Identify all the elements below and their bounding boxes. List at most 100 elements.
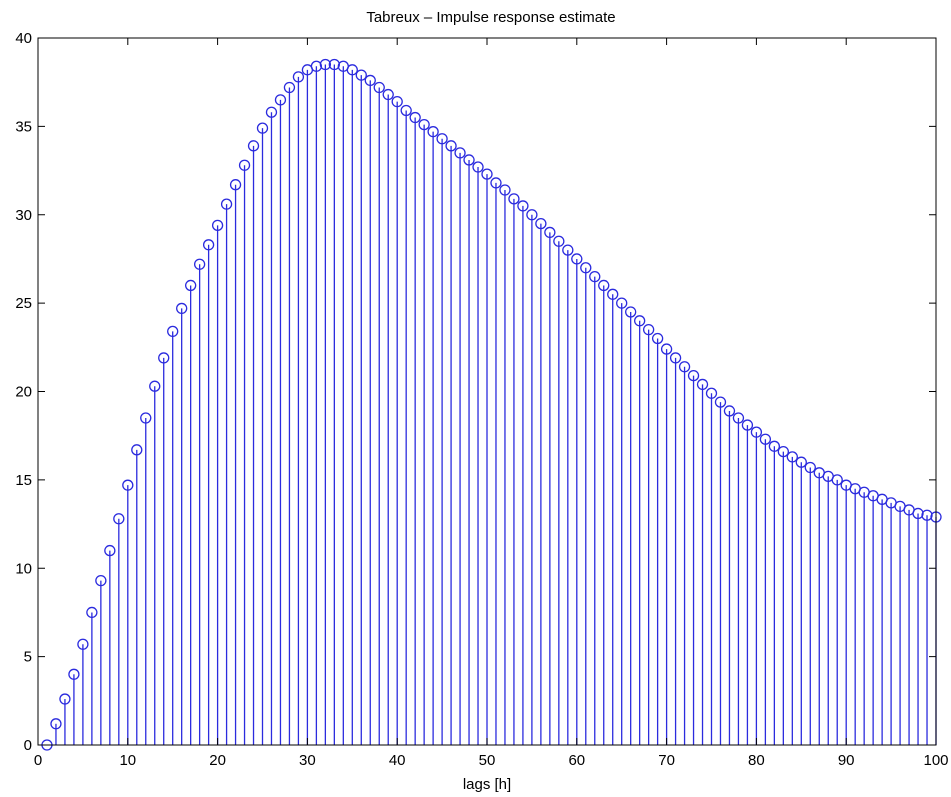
stem-marker bbox=[508, 193, 520, 205]
stem-marker bbox=[238, 159, 251, 171]
stem-marker bbox=[68, 668, 80, 680]
stem-marker bbox=[580, 262, 592, 274]
y-tick-label: 35 bbox=[15, 118, 32, 135]
stem-marker bbox=[283, 81, 296, 94]
stem-marker bbox=[310, 60, 323, 72]
stem-marker bbox=[696, 378, 709, 391]
stem-marker bbox=[759, 433, 772, 445]
stem-marker bbox=[256, 122, 269, 134]
stem-marker bbox=[517, 200, 529, 212]
y-tick-label: 40 bbox=[15, 30, 32, 47]
stem-marker bbox=[481, 168, 493, 180]
stem-marker bbox=[319, 58, 332, 71]
x-tick-label: 0 bbox=[34, 752, 42, 769]
stem-marker bbox=[705, 387, 718, 399]
stem-marker bbox=[625, 306, 637, 318]
stem-marker bbox=[346, 64, 358, 76]
stem-marker bbox=[714, 396, 727, 408]
stem-marker bbox=[732, 412, 745, 424]
stem-marker bbox=[77, 638, 89, 650]
stem-marker bbox=[750, 426, 763, 438]
stem-marker bbox=[768, 440, 781, 452]
stem-marker bbox=[391, 95, 403, 108]
x-tick-label: 60 bbox=[568, 752, 585, 769]
stem-marker bbox=[723, 405, 736, 417]
stem-marker bbox=[472, 161, 484, 173]
stem-marker bbox=[831, 474, 843, 486]
stem-marker bbox=[274, 94, 287, 106]
stem-marker bbox=[427, 126, 439, 138]
markers-group bbox=[41, 58, 942, 751]
stem-marker bbox=[786, 451, 798, 463]
x-tick-label: 50 bbox=[479, 752, 496, 769]
stem-marker bbox=[185, 279, 197, 292]
stem-marker bbox=[571, 253, 583, 265]
stem-marker bbox=[642, 323, 655, 336]
x-tick-label: 40 bbox=[389, 752, 406, 769]
y-tick-label: 15 bbox=[15, 472, 32, 489]
stem-marker bbox=[400, 104, 412, 117]
stem-marker bbox=[687, 369, 700, 382]
y-tick-label: 5 bbox=[24, 649, 32, 666]
x-tick-label: 30 bbox=[299, 752, 316, 769]
stem-marker bbox=[364, 74, 376, 87]
stem-marker bbox=[445, 140, 457, 152]
stem-marker bbox=[544, 226, 556, 239]
x-axis-label: lags [h] bbox=[463, 776, 511, 793]
x-tick-label: 100 bbox=[923, 752, 948, 769]
stem-marker bbox=[59, 693, 71, 705]
stem-marker bbox=[193, 258, 206, 270]
y-axis: 0 5 10 15 20 25 30 35 40 bbox=[15, 30, 936, 754]
stem-marker bbox=[634, 315, 646, 327]
stem-marker bbox=[607, 288, 619, 300]
stem-marker bbox=[292, 71, 305, 83]
stem-marker bbox=[804, 461, 816, 474]
stem-marker bbox=[436, 133, 448, 145]
stem-marker bbox=[149, 380, 161, 392]
stem-marker bbox=[355, 69, 367, 81]
x-tick-label: 80 bbox=[748, 752, 765, 769]
stem-marker bbox=[741, 419, 754, 431]
stem-marker bbox=[373, 81, 385, 94]
stem-marker bbox=[113, 513, 125, 525]
stem-marker bbox=[499, 184, 511, 196]
stem-marker bbox=[140, 412, 152, 424]
stem-marker bbox=[526, 209, 538, 221]
stem-marker bbox=[616, 297, 628, 309]
stem-marker bbox=[553, 235, 565, 247]
x-tick-label: 70 bbox=[658, 752, 675, 769]
stem-marker bbox=[50, 718, 62, 730]
y-tick-label: 20 bbox=[15, 384, 32, 401]
stem-marker bbox=[328, 58, 340, 71]
stem-marker bbox=[158, 352, 170, 364]
y-tick-label: 30 bbox=[15, 207, 32, 224]
stem-marker bbox=[562, 244, 574, 256]
stem-marker bbox=[678, 361, 691, 373]
x-tick-label: 10 bbox=[119, 752, 136, 769]
stem-marker bbox=[211, 219, 224, 232]
stem-marker bbox=[454, 147, 466, 159]
stem-marker bbox=[122, 479, 134, 491]
stem-marker bbox=[418, 118, 430, 131]
x-axis: 0 10 20 30 40 50 60 70 80 90 100 bbox=[34, 38, 949, 769]
stem-marker bbox=[409, 111, 421, 124]
stem-marker bbox=[795, 456, 807, 468]
x-tick-label: 20 bbox=[209, 752, 226, 769]
y-tick-label: 10 bbox=[15, 560, 32, 577]
stem-marker bbox=[176, 302, 188, 315]
stem-marker bbox=[463, 154, 475, 166]
stem-marker bbox=[202, 239, 215, 251]
stems-group bbox=[55, 64, 937, 745]
x-tick-label: 90 bbox=[838, 752, 855, 769]
y-tick-label: 25 bbox=[15, 295, 32, 312]
stem-marker bbox=[265, 106, 278, 118]
stem-marker bbox=[660, 343, 673, 355]
stem-marker bbox=[921, 509, 933, 521]
stem-marker bbox=[535, 217, 547, 230]
stem-marker bbox=[247, 140, 260, 152]
stem-marker bbox=[86, 606, 98, 619]
stem-marker bbox=[95, 574, 107, 587]
stem-marker bbox=[131, 444, 143, 456]
stem-marker bbox=[912, 507, 924, 520]
y-tick-label: 0 bbox=[24, 737, 32, 754]
